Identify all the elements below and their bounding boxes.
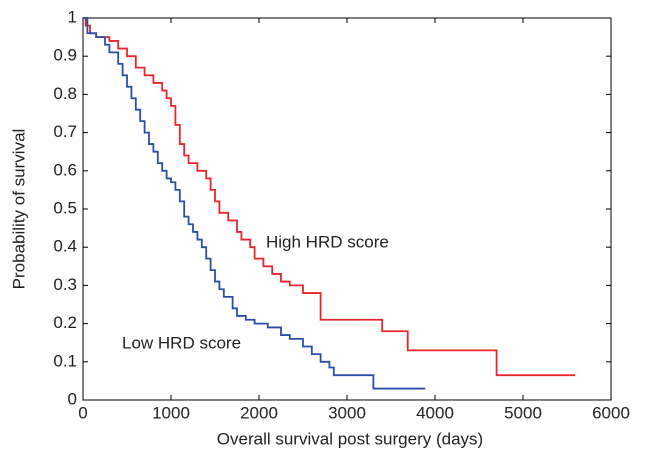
y-tick-label: 0.6 (53, 160, 77, 179)
x-tick-label: 5000 (504, 403, 542, 422)
y-tick-label: 0.3 (53, 275, 77, 294)
x-tick-label: 3000 (328, 403, 366, 422)
x-tick-label: 2000 (240, 403, 278, 422)
y-tick-label: 0.7 (53, 122, 77, 141)
x-tick-label: 6000 (592, 403, 630, 422)
x-tick-label: 0 (78, 403, 87, 422)
y-tick-label: 0.5 (53, 198, 77, 217)
survival-curve (83, 17, 426, 390)
annotation: Low HRD score (122, 333, 241, 352)
y-tick-label: 0.9 (53, 46, 77, 65)
y-tick-label: 0.2 (53, 313, 77, 332)
y-axis-label: Probability of survival (9, 129, 28, 290)
x-axis-label: Overall survival post surgery (days) (217, 429, 483, 448)
y-tick-label: 1 (68, 7, 77, 26)
y-tick-label: 0 (68, 389, 77, 408)
survival-curve (83, 17, 575, 377)
y-tick-label: 0.8 (53, 84, 77, 103)
annotation: High HRD score (266, 232, 389, 251)
y-tick-label: 0.4 (53, 237, 77, 256)
x-tick-label: 1000 (152, 403, 190, 422)
x-tick-label: 4000 (416, 403, 454, 422)
y-tick-label: 0.1 (53, 351, 77, 370)
